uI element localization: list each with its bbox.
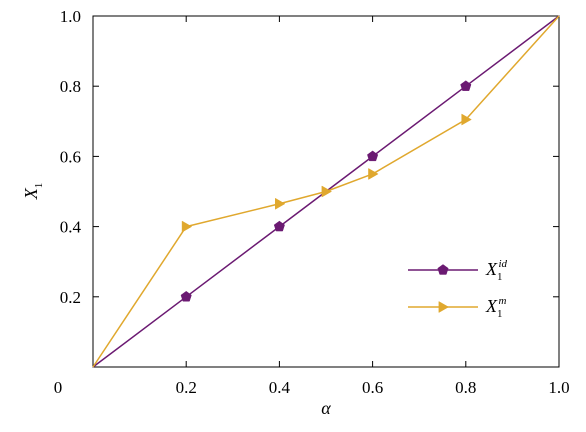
y-tick-label-0: 0.2 — [60, 288, 81, 307]
legend-item-id: X1id — [408, 258, 508, 283]
tick-labels: 0.2 0.4 0.6 0.8 1.0 0.2 0.4 0.6 0.8 1.0 0 — [54, 7, 570, 397]
x-tick-label-2: 0.6 — [362, 378, 383, 397]
x-axis-label: α — [321, 398, 331, 418]
legend: X1id X1m — [408, 258, 508, 320]
legend-label-id: X1id — [485, 258, 508, 283]
legend-label-m: X1m — [485, 295, 507, 320]
x-tick-label-1: 0.4 — [269, 378, 291, 397]
series-m-point-2 — [321, 185, 333, 198]
legend-marker-m — [438, 301, 450, 313]
origin-label: 0 — [54, 378, 63, 397]
y-tick-label-2: 0.6 — [60, 147, 81, 166]
y-axis-label: X1 — [21, 183, 45, 201]
plot-frame — [92, 15, 560, 368]
series-id-point-1 — [273, 220, 285, 232]
series-m — [92, 15, 560, 368]
series-id-point-2 — [367, 150, 379, 162]
axis-ticks — [93, 15, 560, 367]
series-m-point-3 — [368, 168, 379, 180]
x-tick-label-3: 0.8 — [455, 378, 476, 397]
legend-item-m: X1m — [408, 295, 507, 320]
series-m-point-4 — [461, 113, 472, 126]
y-tick-label-3: 0.8 — [60, 77, 81, 96]
series-m-point-1 — [275, 197, 286, 210]
y-axis-label-subscript: 1 — [33, 183, 45, 189]
series-id-point-3 — [460, 80, 472, 91]
series-m-point-0 — [181, 220, 193, 233]
y-tick-label-1: 0.4 — [60, 218, 82, 237]
series-layer — [92, 15, 560, 368]
x-tick-label-0: 0.2 — [176, 378, 197, 397]
y-tick-label-4: 1.0 — [60, 7, 81, 26]
series-id-point-0 — [180, 290, 192, 302]
x-tick-label-4: 1.0 — [548, 378, 569, 397]
legend-marker-id — [437, 264, 449, 275]
